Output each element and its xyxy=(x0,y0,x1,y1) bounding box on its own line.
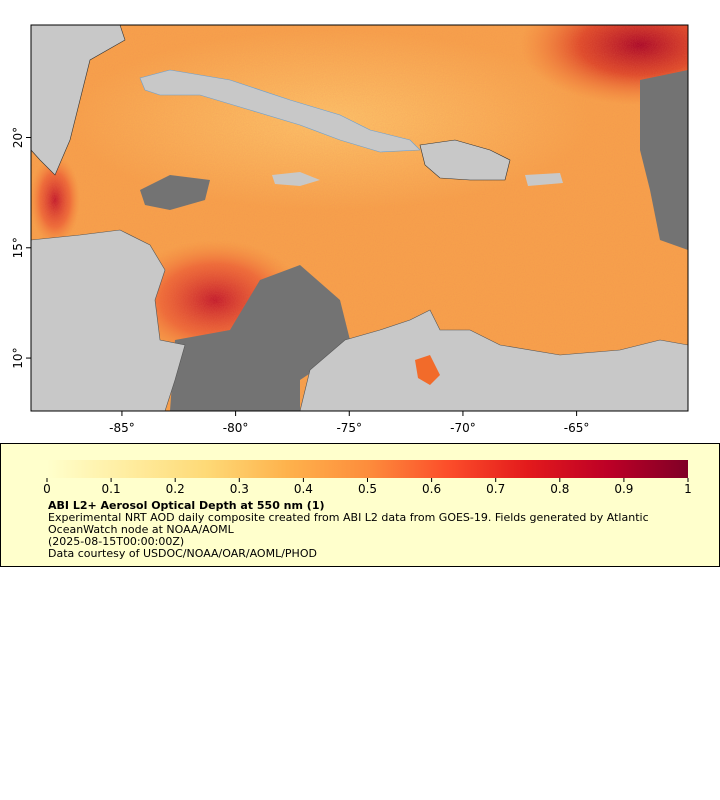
legend-description: Experimental NRT AOD daily composite cre… xyxy=(48,511,649,536)
legend-credit: Data courtesy of USDOC/NOAA/OAR/AOML/PHO… xyxy=(48,547,317,560)
x-tick-label: -80° xyxy=(223,421,249,435)
map-frame xyxy=(30,24,689,412)
colorbar-tick-label: 0.7 xyxy=(486,482,505,496)
colorbar xyxy=(47,460,688,478)
y-tick-label: 10° xyxy=(11,347,25,368)
colorbar-tick-label: 0.3 xyxy=(230,482,249,496)
land-cuba xyxy=(139,69,421,153)
colorbar-tick-label: 0 xyxy=(43,482,51,496)
colorbar-tick-label: 1 xyxy=(684,482,692,496)
legend-text: ABI L2+ Aerosol Optical Depth at 550 nm … xyxy=(48,500,688,560)
y-tick-label: 15° xyxy=(11,237,25,258)
legend-time: (2025-08-15T00:00:00Z) xyxy=(48,535,185,548)
land-central-america xyxy=(31,229,186,411)
y-tick-label: 20° xyxy=(11,127,25,148)
no-data xyxy=(170,265,350,411)
x-tick-label: -65° xyxy=(564,421,590,435)
colorbar-tick-label: 0.5 xyxy=(358,482,377,496)
land-hispaniola xyxy=(419,139,511,181)
colorbar-tick-label: 0.6 xyxy=(422,482,441,496)
colorbar-tick-label: 0.4 xyxy=(294,482,313,496)
land-jamaica xyxy=(272,172,320,186)
aod-field xyxy=(415,355,440,385)
colorbar-tick-label: 0.1 xyxy=(102,482,121,496)
land-yucatan xyxy=(31,25,126,176)
legend-title: ABI L2+ Aerosol Optical Depth at 550 nm … xyxy=(48,499,325,512)
colorbar-tick-label: 0.8 xyxy=(550,482,569,496)
x-tick-label: -85° xyxy=(109,421,135,435)
x-tick-label: -70° xyxy=(450,421,476,435)
colorbar-tick-label: 0.2 xyxy=(166,482,185,496)
no-data xyxy=(140,175,210,210)
land-south-america xyxy=(299,309,688,411)
colorbar-tick-label: 0.9 xyxy=(614,482,633,496)
map-image xyxy=(31,25,688,411)
no-data xyxy=(640,70,688,250)
x-tick-label: -75° xyxy=(336,421,362,435)
land-puerto-rico xyxy=(525,173,563,186)
